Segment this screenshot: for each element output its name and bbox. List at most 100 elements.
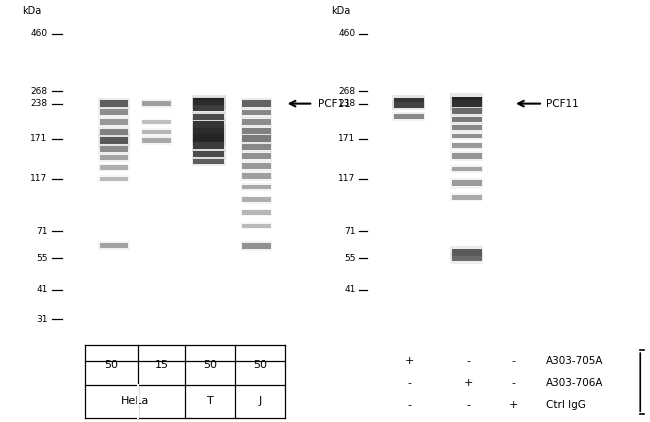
Bar [242, 154, 270, 159]
Bar [98, 127, 129, 137]
Bar [192, 112, 226, 122]
Text: 238: 238 [31, 99, 47, 108]
Bar [452, 100, 482, 108]
Text: -: - [408, 400, 411, 410]
Bar [450, 115, 483, 124]
Bar [99, 119, 128, 124]
Bar [240, 241, 272, 251]
Bar [452, 256, 482, 261]
Bar [450, 97, 483, 111]
Bar [192, 139, 226, 152]
Text: 460: 460 [339, 30, 356, 38]
Bar [242, 173, 270, 179]
Bar [394, 98, 424, 106]
Bar [142, 130, 171, 134]
Bar [192, 95, 226, 109]
Bar [242, 197, 270, 202]
Bar [450, 151, 483, 161]
Bar [192, 103, 226, 114]
Bar [142, 101, 171, 106]
Bar [450, 141, 483, 150]
Bar [450, 93, 483, 108]
Text: 238: 238 [339, 99, 356, 108]
Bar [98, 107, 129, 116]
Text: 460: 460 [31, 30, 47, 38]
Bar [194, 105, 224, 111]
Text: A303-705A: A303-705A [546, 356, 603, 366]
Bar [452, 108, 482, 114]
Bar [240, 222, 272, 230]
Bar [194, 114, 224, 120]
Text: PCF11: PCF11 [546, 99, 579, 108]
Bar [99, 155, 128, 160]
Bar [194, 142, 224, 149]
Bar [242, 119, 270, 124]
Bar [240, 209, 272, 216]
Text: 268: 268 [339, 87, 356, 95]
Bar [452, 167, 482, 171]
Text: 71: 71 [36, 227, 47, 236]
Text: 171: 171 [339, 134, 356, 143]
Bar [240, 142, 272, 152]
Bar [192, 157, 226, 166]
Text: -: - [466, 356, 470, 366]
Bar [142, 120, 171, 124]
Bar [450, 193, 483, 201]
Bar [450, 178, 483, 189]
Bar [142, 138, 171, 143]
Bar [452, 180, 482, 186]
Bar [242, 135, 270, 142]
Bar [242, 243, 270, 249]
Bar [452, 195, 482, 200]
Bar [452, 125, 482, 130]
Bar [192, 118, 226, 131]
Text: 117: 117 [31, 174, 47, 183]
Bar [242, 210, 270, 214]
Bar [98, 154, 129, 162]
Bar [141, 128, 172, 136]
Bar [452, 134, 482, 138]
Bar [98, 241, 129, 251]
Text: 15: 15 [155, 360, 168, 370]
Bar [194, 121, 224, 128]
Bar [393, 100, 425, 110]
Bar [242, 163, 270, 168]
Bar [141, 136, 172, 145]
Bar [450, 106, 483, 116]
Bar [194, 134, 224, 143]
Bar [393, 112, 425, 122]
Bar [452, 143, 482, 148]
Bar [99, 137, 128, 144]
Bar [194, 128, 224, 136]
Bar [242, 144, 270, 150]
Bar [192, 124, 226, 140]
Bar [141, 119, 172, 125]
Bar [242, 100, 270, 107]
Bar [98, 134, 129, 147]
Text: 50: 50 [253, 360, 267, 370]
Text: 55: 55 [344, 254, 356, 263]
Bar [99, 243, 128, 249]
Bar [242, 185, 270, 189]
Bar [240, 133, 272, 144]
Bar [394, 102, 424, 108]
Bar [98, 175, 129, 182]
Text: 268: 268 [31, 87, 47, 95]
Text: 50: 50 [203, 360, 217, 370]
Bar [98, 98, 129, 109]
Bar [450, 123, 483, 132]
Bar [99, 109, 128, 114]
Text: -: - [466, 400, 470, 410]
Bar [240, 171, 272, 181]
Text: 117: 117 [339, 174, 356, 183]
Bar [192, 97, 226, 110]
Bar [98, 117, 129, 127]
Bar [240, 151, 272, 161]
Bar [99, 100, 128, 107]
Bar [98, 144, 129, 154]
Bar [99, 165, 128, 170]
Bar [141, 99, 172, 108]
Text: +: + [405, 356, 414, 366]
Bar [194, 151, 224, 157]
Bar [98, 164, 129, 171]
